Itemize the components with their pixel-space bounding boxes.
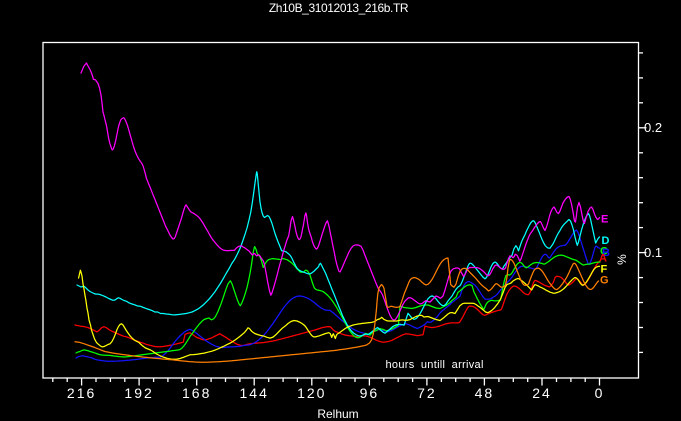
svg-text:D: D [602,235,610,247]
svg-text:Zh10B_31012013_216b.TR: Zh10B_31012013_216b.TR [269,1,409,15]
svg-text:B: B [602,247,610,259]
svg-text:0.1: 0.1 [644,245,662,260]
svg-text:0: 0 [595,385,605,401]
svg-text:24: 24 [532,385,552,401]
svg-text:Relhum: Relhum [317,407,358,421]
svg-text:E: E [601,214,608,226]
svg-text:192: 192 [124,385,153,401]
svg-text:144: 144 [240,385,269,401]
svg-text:G: G [600,275,609,287]
svg-text:%: % [615,254,629,265]
svg-text:72: 72 [417,385,437,401]
svg-text:F: F [601,264,608,276]
svg-text:0.2: 0.2 [644,120,662,135]
svg-text:C: C [600,246,608,258]
svg-text:120: 120 [297,385,326,401]
svg-text:hours untill arrival: hours untill arrival [386,359,484,371]
svg-text:A: A [599,253,607,265]
svg-text:168: 168 [182,385,211,401]
svg-text:96: 96 [360,385,380,401]
svg-text:216: 216 [67,385,96,401]
svg-text:48: 48 [475,385,495,401]
